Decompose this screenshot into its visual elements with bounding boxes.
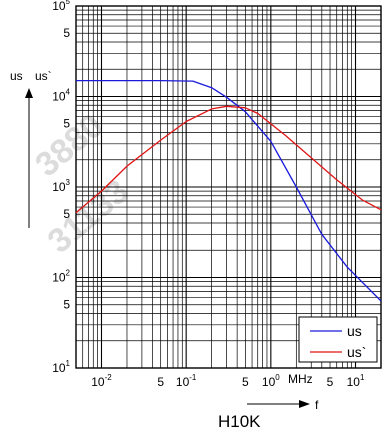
legend-label-us-prime: us` [347, 344, 366, 360]
x-axis-symbol: f [315, 398, 319, 412]
x-unit-label: MHz [288, 372, 313, 386]
x-tick-label: 5 [242, 375, 249, 389]
series-line-us [76, 79, 382, 302]
y-tick-label: 103 [52, 178, 70, 194]
series-layer [75, 79, 382, 302]
x-tick-label: 5 [327, 375, 334, 389]
grid [75, 6, 382, 369]
x-tick-label: 101 [347, 373, 365, 389]
chart-title: H10K [218, 412, 261, 431]
y-tick-label: 5 [63, 207, 70, 221]
tick-labels: 105 5 104 5 103 5 102 5 101 10-2 5 10-1 5 100 5 101 [52, 0, 365, 389]
y-axis-label: us [10, 69, 23, 83]
x-axis-arrowhead [299, 400, 310, 408]
y-axis-label-2: us` [35, 69, 52, 83]
legend-label-us: us [347, 323, 362, 339]
legend: us us` [298, 316, 378, 363]
y-tick-label: 104 [52, 88, 70, 104]
x-tick-label: 100 [262, 373, 280, 389]
y-tick-label: 105 [52, 0, 70, 13]
y-tick-label: 101 [52, 359, 70, 375]
series-line-us-prime [75, 105, 382, 214]
y-tick-label: 5 [63, 117, 70, 131]
x-tick-label: 5 [157, 375, 164, 389]
y-tick-label: 5 [63, 298, 70, 312]
watermark: 3880 31133 [28, 107, 136, 261]
y-tick-label: 5 [63, 26, 70, 40]
x-tick-label: 10-1 [176, 373, 197, 389]
y-tick-label: 102 [52, 269, 70, 285]
y-axis-arrowhead [25, 88, 33, 98]
x-tick-label: 10-2 [91, 373, 112, 389]
plot-frame [75, 5, 382, 369]
legend-box [298, 316, 378, 363]
